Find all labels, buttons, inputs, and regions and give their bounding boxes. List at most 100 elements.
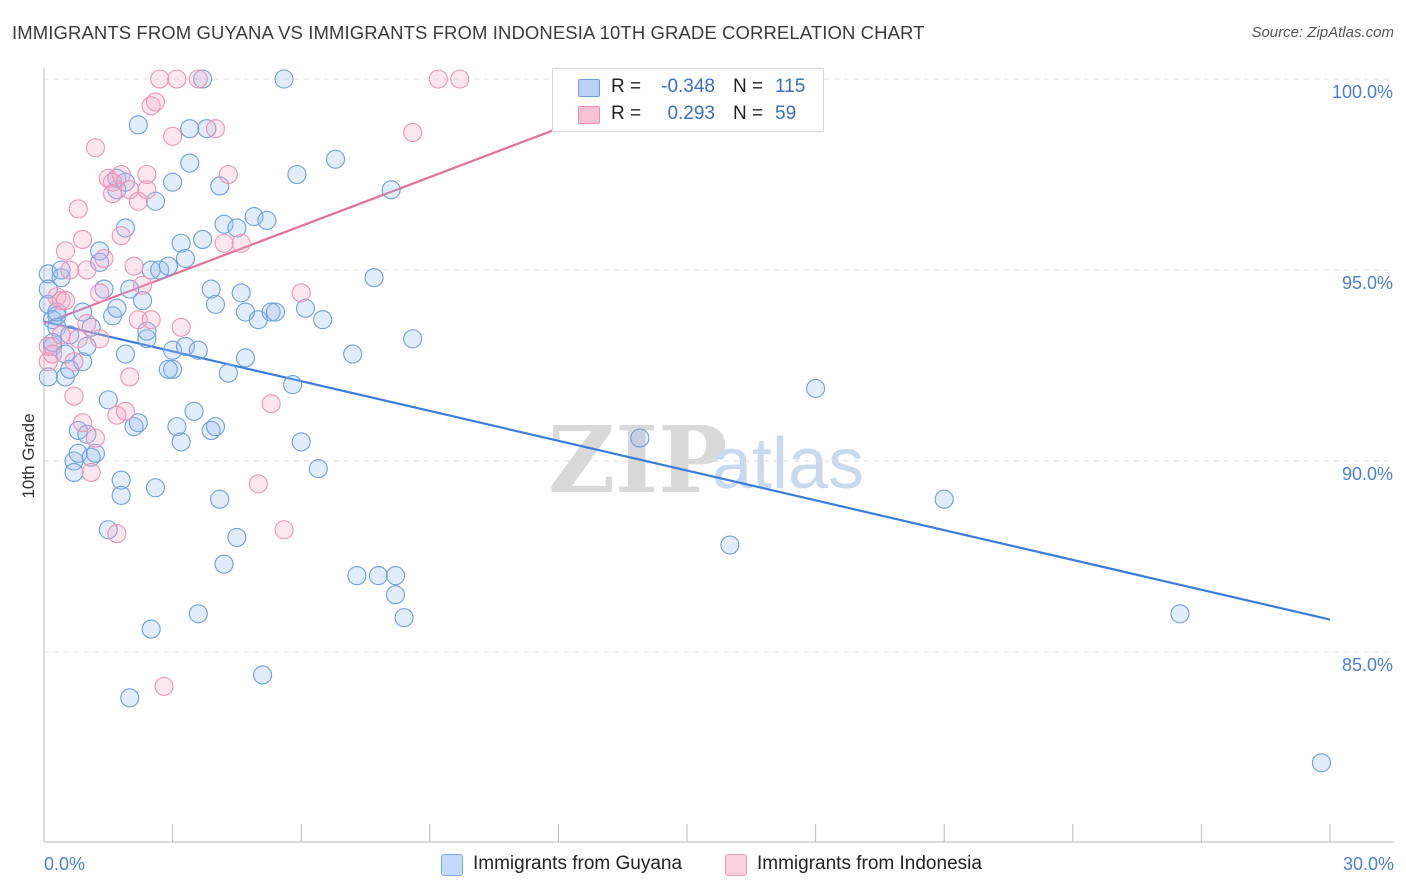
point-guyana-57 xyxy=(175,248,196,269)
point-indonesia-18 xyxy=(85,138,105,158)
point-indonesia-45 xyxy=(188,69,208,89)
point-indonesia-7 xyxy=(55,291,75,311)
point-guyana-23 xyxy=(85,443,105,463)
point-guyana-60 xyxy=(180,153,200,173)
point-guyana-81 xyxy=(244,206,264,227)
point-guyana-87 xyxy=(274,69,294,89)
x-tick-label-0: 0.0% xyxy=(44,854,85,874)
point-guyana-35 xyxy=(115,344,135,364)
point-guyana-97 xyxy=(364,268,384,288)
point-guyana-85 xyxy=(261,302,281,322)
point-guyana-110 xyxy=(38,367,58,387)
n-value-guyana: 115 xyxy=(775,76,806,97)
point-guyana-59 xyxy=(180,119,200,139)
point-indonesia-11 xyxy=(68,199,88,219)
point-indonesia-12 xyxy=(68,329,88,349)
r-value-guyana: -0.348 xyxy=(661,76,715,97)
point-indonesia-35 xyxy=(137,164,157,185)
point-indonesia-51 xyxy=(261,394,281,414)
point-guyana-75 xyxy=(218,363,238,383)
point-guyana-108 xyxy=(1170,604,1190,624)
point-guyana-39 xyxy=(128,413,148,433)
point-guyana-18 xyxy=(73,302,93,322)
point-indonesia-41 xyxy=(154,676,174,696)
point-guyana-42 xyxy=(137,329,157,349)
y-tick-label-2: 95.0% xyxy=(1342,273,1393,293)
point-guyana-62 xyxy=(188,340,208,360)
point-guyana-69 xyxy=(205,417,226,437)
stats-swatch-guyana xyxy=(578,79,600,97)
y-tick-label-3: 100.0% xyxy=(1332,82,1393,102)
watermark-atlas: atlas xyxy=(712,424,864,504)
point-guyana-76 xyxy=(227,218,247,238)
point-indonesia-16 xyxy=(81,462,101,483)
point-indonesia-40 xyxy=(150,69,170,89)
point-guyana-101 xyxy=(385,585,406,605)
point-guyana-33 xyxy=(111,485,131,505)
r-label: R = xyxy=(611,76,642,97)
point-indonesia-15 xyxy=(77,260,97,280)
point-guyana-77 xyxy=(227,527,247,547)
point-guyana-27 xyxy=(98,390,118,410)
point-indonesia-4 xyxy=(51,291,71,311)
point-indonesia-9 xyxy=(64,352,84,372)
point-indonesia-42 xyxy=(163,126,183,146)
point-guyana-51 xyxy=(163,359,183,379)
point-guyana-70 xyxy=(205,294,226,314)
point-guyana-83 xyxy=(253,665,273,685)
point-guyana-65 xyxy=(193,69,213,89)
point-guyana-95 xyxy=(343,344,363,364)
point-indonesia-29 xyxy=(120,367,140,387)
point-guyana-107 xyxy=(934,489,954,509)
point-guyana-74 xyxy=(214,554,234,574)
point-guyana-50 xyxy=(120,688,140,708)
legend-swatch-indonesia xyxy=(725,854,747,876)
point-guyana-14 xyxy=(64,462,84,483)
point-guyana-98 xyxy=(368,566,388,586)
point-guyana-52 xyxy=(163,340,183,360)
trend-line-guyana xyxy=(43,320,1331,621)
y-tick-label-0: 85.0% xyxy=(1342,655,1393,675)
point-guyana-89 xyxy=(287,164,307,185)
point-guyana-96 xyxy=(347,566,367,586)
point-indonesia-52 xyxy=(274,520,294,540)
point-guyana-90 xyxy=(291,432,311,452)
point-guyana-93 xyxy=(313,310,333,330)
point-indonesia-46 xyxy=(205,119,226,139)
point-indonesia-17 xyxy=(85,428,105,448)
point-guyana-41 xyxy=(133,291,153,311)
point-indonesia-5 xyxy=(51,325,71,345)
point-indonesia-13 xyxy=(73,229,93,249)
point-guyana-99 xyxy=(381,180,401,200)
point-guyana-0 xyxy=(38,264,58,284)
chart-title: IMMIGRANTS FROM GUYANA VS IMMIGRANTS FRO… xyxy=(12,22,925,43)
point-indonesia-48 xyxy=(218,164,238,185)
point-guyana-45 xyxy=(141,619,161,639)
point-guyana-106 xyxy=(806,378,826,398)
point-indonesia-23 xyxy=(103,184,123,204)
point-guyana-88 xyxy=(283,375,303,395)
point-indonesia-58 xyxy=(90,329,110,349)
point-guyana-109 xyxy=(1311,753,1331,773)
point-indonesia-26 xyxy=(111,164,131,185)
point-guyana-63 xyxy=(188,604,208,624)
point-guyana-78 xyxy=(231,283,251,303)
point-indonesia-6 xyxy=(55,241,75,261)
point-indonesia-36 xyxy=(137,180,157,200)
n-label: N = xyxy=(733,76,764,97)
n-label: N = xyxy=(733,103,764,124)
point-indonesia-19 xyxy=(90,283,110,303)
point-indonesia-43 xyxy=(167,69,187,89)
point-guyana-58 xyxy=(175,336,196,356)
stats-swatch-indonesia xyxy=(578,106,600,124)
point-guyana-36 xyxy=(120,279,140,299)
stats-row-indonesia: R = 0.293 N = 59 xyxy=(553,101,823,127)
point-guyana-61 xyxy=(184,401,204,421)
point-guyana-105 xyxy=(720,535,740,555)
point-guyana-64 xyxy=(193,229,213,249)
point-indonesia-8 xyxy=(60,260,80,280)
point-guyana-92 xyxy=(308,459,328,479)
stats-box: R = -0.348 N = 115 R = 0.293 N = 59 xyxy=(552,68,824,132)
point-indonesia-25 xyxy=(107,524,127,544)
